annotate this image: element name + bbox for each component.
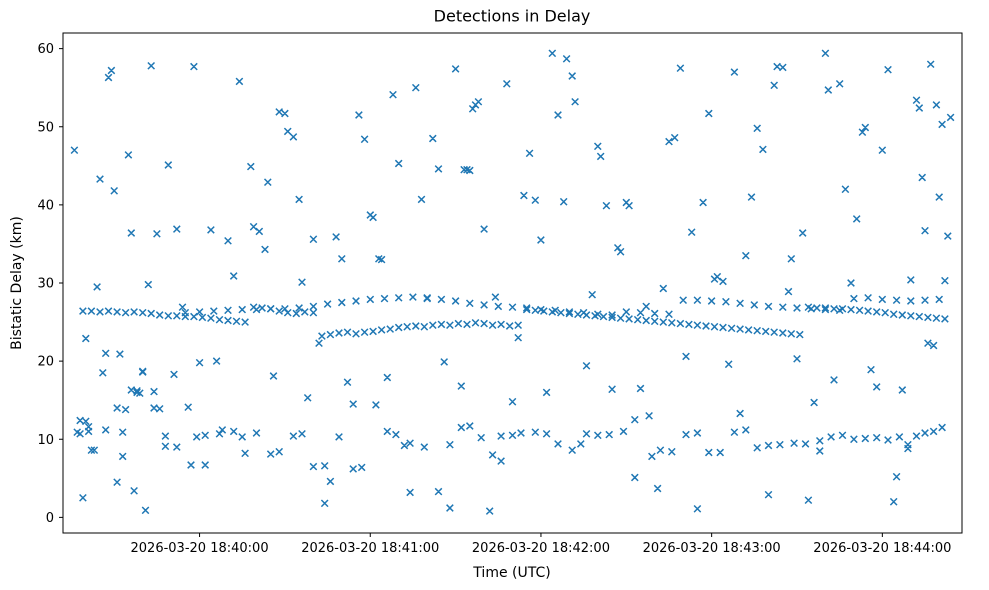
series-low-band-markers [76, 368, 946, 496]
y-axis-label: Bistatic Delay (km) [9, 216, 25, 350]
y-tick-label: 30 [37, 277, 54, 292]
x-tick-label: 2026-03-20 18:42:00 [472, 541, 610, 556]
y-tick-label: 40 [37, 198, 54, 213]
x-tick-label: 2026-03-20 18:43:00 [643, 541, 781, 556]
x-tick-label: 2026-03-20 18:41:00 [301, 541, 439, 556]
y-tick-label: 0 [46, 511, 54, 526]
series-clutter-markers [70, 49, 955, 515]
x-tick-label: 2026-03-20 18:40:00 [131, 541, 269, 556]
y-tick-label: 10 [37, 433, 54, 448]
y-tick-label: 20 [37, 355, 54, 370]
chart-title: Detections in Delay [433, 6, 591, 26]
x-axis-label: Time (UTC) [473, 565, 551, 581]
x-tick-label: 2026-03-20 18:44:00 [813, 541, 951, 556]
series-upper-track-markers [181, 293, 944, 319]
y-tick-label: 60 [37, 42, 54, 57]
axes-spines [62, 32, 963, 534]
y-tick-label: 50 [37, 120, 54, 135]
